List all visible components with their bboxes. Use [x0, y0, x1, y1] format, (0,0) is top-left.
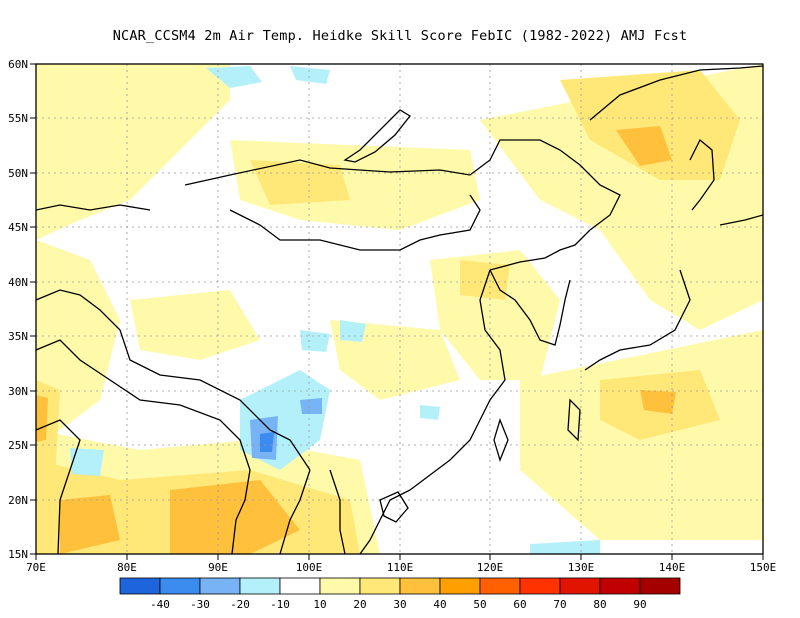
x-tick-label: 80E: [117, 561, 137, 574]
colorbar-label: -10: [270, 598, 290, 611]
y-tick-label: 60N: [8, 58, 28, 71]
colorbar-label: 90: [633, 598, 646, 611]
colorbar-label: 10: [313, 598, 326, 611]
x-tick-label: 110E: [387, 561, 414, 574]
colorbar-label: -20: [230, 598, 250, 611]
coastlines-borders: [36, 65, 763, 554]
colorbar-label: 20: [353, 598, 366, 611]
colorbar-swatch: [479, 577, 521, 595]
y-tick-label: 25N: [8, 439, 28, 452]
colorbar-label: 40: [433, 598, 446, 611]
colorbar-label: -30: [190, 598, 210, 611]
colorbar-swatch: [279, 577, 321, 595]
colorbar-swatch: [199, 577, 241, 595]
colorbar-swatch: [319, 577, 361, 595]
y-tick-label: 15N: [8, 548, 28, 561]
map-title: NCAR_CCSM4 2m Air Temp. Heidke Skill Sco…: [112, 28, 688, 44]
colorbar-swatch: [239, 577, 281, 595]
colorbar-swatch: [359, 577, 401, 595]
y-tick-label: 45N: [8, 221, 28, 234]
y-tick-label: 35N: [8, 330, 28, 343]
colorbar-label: 50: [473, 598, 486, 611]
colorbar-label: -40: [150, 598, 170, 611]
colorbar-swatch: [639, 577, 681, 595]
colorbar-swatch: [519, 577, 561, 595]
colorbar-swatch: [159, 577, 201, 595]
y-tick-label: 20N: [8, 494, 28, 507]
x-tick-label: 120E: [477, 561, 504, 574]
colorbar-swatch: [399, 577, 441, 595]
colorbar-label: 80: [593, 598, 606, 611]
x-tick-label: 100E: [296, 561, 323, 574]
x-tick-label: 130E: [568, 561, 595, 574]
colorbar-label: 60: [513, 598, 526, 611]
skill-shading: [36, 64, 763, 554]
colorbar: -40 -30 -20 -10 10 20 30 40 50 60 70 80 90: [119, 577, 681, 611]
colorbar-swatch: [559, 577, 601, 595]
colorbar-label: 70: [553, 598, 566, 611]
colorbar-swatch: [439, 577, 481, 595]
y-tick-label: 30N: [8, 385, 28, 398]
x-axis-labels: 70E 80E 90E 100E 110E 120E 130E 140E 150…: [26, 561, 776, 574]
x-tick-label: 90E: [208, 561, 228, 574]
x-tick-label: 70E: [26, 561, 46, 574]
colorbar-swatch: [119, 577, 161, 595]
y-tick-label: 55N: [8, 112, 28, 125]
y-axis-labels: 15N 20N 25N 30N 35N 40N 45N 50N 55N 60N: [8, 58, 28, 561]
colorbar-swatch: [599, 577, 641, 595]
x-tick-label: 150E: [750, 561, 777, 574]
colorbar-label: 30: [393, 598, 406, 611]
tick-marks: [30, 63, 764, 560]
x-tick-label: 140E: [659, 561, 686, 574]
y-tick-label: 40N: [8, 276, 28, 289]
y-tick-label: 50N: [8, 167, 28, 180]
